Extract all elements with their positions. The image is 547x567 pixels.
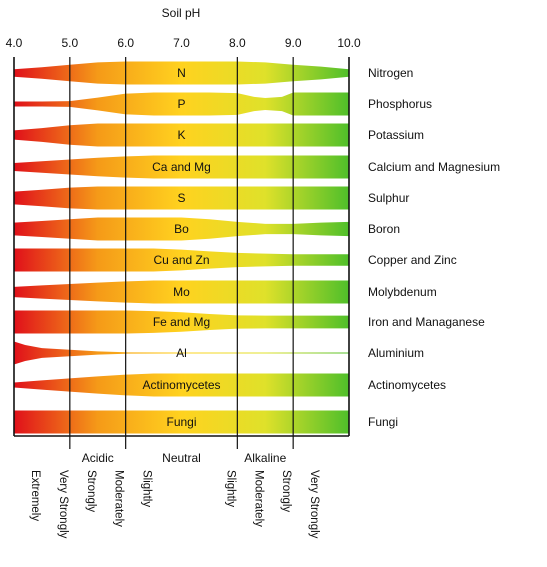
band-sulphur [14, 186, 349, 210]
band-label: Al [176, 346, 187, 360]
nutrient-label: Boron [368, 222, 400, 236]
band-label: Fe and Mg [153, 315, 210, 329]
ph-qualifier-label: Very Strongly [57, 470, 69, 539]
ph-qualifier-label: Slightly [224, 470, 236, 507]
nutrient-label: Phosphorus [368, 97, 432, 111]
nutrient-label: Fungi [368, 415, 398, 429]
band-label: Cu and Zn [153, 253, 209, 267]
nutrient-label: Calcium and Magnesium [368, 160, 500, 174]
ph-qualifier-label: Moderately [113, 470, 125, 527]
band-label: Actinomycetes [142, 378, 220, 392]
band-label: P [177, 97, 185, 111]
band-actinomycetes [14, 373, 349, 397]
band-label: N [177, 66, 186, 80]
x-tick-label: 5.0 [61, 36, 78, 50]
nutrient-label: Copper and Zinc [368, 253, 457, 267]
ph-group-label: Alkaline [244, 451, 286, 465]
nutrient-label: Actinomycetes [368, 378, 446, 392]
x-tick-label: 10.0 [337, 36, 361, 50]
ph-qualifier-label: Slightly [141, 470, 153, 507]
band-label: K [177, 128, 185, 142]
band-boron [14, 217, 349, 241]
band-potassium [14, 123, 349, 147]
x-tick-label: 9.0 [285, 36, 302, 50]
band-label: Bo [174, 222, 189, 236]
band-label: S [177, 191, 185, 205]
ph-qualifier-label: Moderately [252, 470, 264, 527]
band-label: Ca and Mg [152, 160, 211, 174]
ph-qualifier-label: Strongly [85, 470, 97, 512]
ph-group-label: Acidic [82, 451, 114, 465]
nutrient-label: Iron and Managanese [368, 315, 485, 329]
band-phosphorus [14, 92, 349, 116]
ph-qualifier-label: Strongly [280, 470, 292, 512]
band-copper-and-zinc [14, 248, 349, 272]
ph-group-label: Neutral [162, 451, 201, 465]
nutrient-label: Molybdenum [368, 285, 437, 299]
x-tick-label: 6.0 [117, 36, 134, 50]
x-tick-label: 8.0 [229, 36, 246, 50]
band-iron-and-managanese [14, 310, 349, 334]
x-tick-label: 7.0 [173, 36, 190, 50]
ph-qualifier-label: Very Strongly [308, 470, 320, 539]
band-nitrogen [14, 61, 349, 85]
x-tick-label: 4.0 [6, 36, 23, 50]
band-label: Fungi [166, 415, 196, 429]
nutrient-label: Potassium [368, 128, 424, 142]
band-calcium-and-magnesium [14, 155, 349, 179]
band-aluminium [14, 341, 349, 365]
nutrient-label: Aluminium [368, 346, 424, 360]
band-fungi [14, 410, 349, 434]
ph-qualifier-label: Extremely [29, 470, 41, 521]
band-label: Mo [173, 285, 190, 299]
chart-title: Soil pH [162, 6, 201, 20]
nutrient-label: Nitrogen [368, 66, 413, 80]
band-molybdenum [14, 280, 349, 304]
nutrient-label: Sulphur [368, 191, 409, 205]
